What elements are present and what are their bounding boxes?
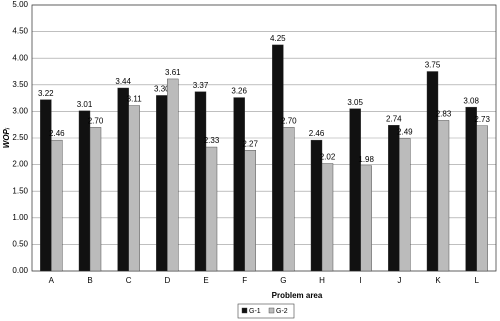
bar [167,78,179,272]
bar [117,87,129,272]
bar [272,44,284,272]
bar [349,108,361,272]
value-label: 3.61 [165,68,181,77]
y-tick-label: 3.50 [12,80,28,89]
bar [244,150,256,272]
y-tick-label: 1.00 [12,213,28,222]
value-label: 3.30 [154,85,170,94]
value-label: 4.25 [270,34,286,43]
x-tick-label: C [126,276,132,285]
value-label: 3.08 [463,96,479,105]
legend-box [237,303,295,319]
value-label: 3.26 [231,87,247,96]
y-tick-label: 2.50 [12,133,28,142]
x-tick-label: K [435,276,441,285]
x-tick-label: I [360,276,362,285]
x-tick-label: H [319,276,325,285]
bar [205,146,218,272]
value-label: 2.46 [309,129,325,138]
y-tick-label: 0.50 [12,240,28,249]
value-label: 2.33 [204,136,220,145]
x-tick-label: A [49,276,55,285]
plot-border [31,4,497,272]
x-axis-title: Problem area [272,291,323,300]
y-tick-label: 5.00 [12,0,28,9]
x-tick-label: D [164,276,170,285]
y-axis-title: WOPᵢ [2,127,11,148]
bar [476,125,488,272]
bar [89,127,102,272]
bar [156,95,168,272]
bar [426,71,439,272]
bar [360,165,372,272]
value-label: 1.98 [358,155,374,164]
y-tick-label: 4.00 [12,53,28,62]
y-tick-label: 3.00 [12,107,28,116]
value-label: 2.49 [397,128,413,137]
value-label: 2.74 [386,114,402,123]
value-label: 2.27 [242,139,258,148]
legend-label: G-2 [276,308,288,315]
x-tick-label: L [474,276,479,285]
x-tick-label: G [280,276,286,285]
value-label: 3.37 [193,81,209,90]
value-label: 2.70 [88,116,104,125]
bar [128,105,140,272]
x-tick-label: B [87,276,92,285]
y-tick-label: 4.50 [12,27,28,36]
value-label: 2.73 [474,115,490,124]
bar [321,163,334,272]
legend-swatch [241,307,248,314]
x-tick-label: F [242,276,247,285]
y-tick-label: 0.00 [12,266,28,275]
value-label: 3.05 [347,98,363,107]
bar [388,125,400,272]
y-tick-label: 1.50 [12,186,28,195]
value-label: 3.44 [115,77,131,86]
legend-swatch [268,307,275,314]
bar [51,139,63,272]
bar [194,91,207,272]
value-label: 3.75 [425,61,441,70]
value-label: 2.83 [436,110,452,119]
bar [465,106,477,272]
bar [283,127,295,272]
bar [233,97,245,272]
bar [78,110,91,272]
bar [399,138,411,272]
value-label: 3.01 [77,100,93,109]
bar [40,99,52,272]
value-label: 2.70 [281,116,297,125]
x-tick-label: J [397,276,401,285]
value-label: 2.46 [49,129,65,138]
bar [437,120,450,272]
y-tick-label: 2.00 [12,160,28,169]
value-label: 2.02 [320,153,336,162]
legend-label: G-1 [249,308,261,315]
value-label: 3.22 [38,89,54,98]
x-tick-label: E [203,276,208,285]
value-label: 3.11 [127,95,143,104]
